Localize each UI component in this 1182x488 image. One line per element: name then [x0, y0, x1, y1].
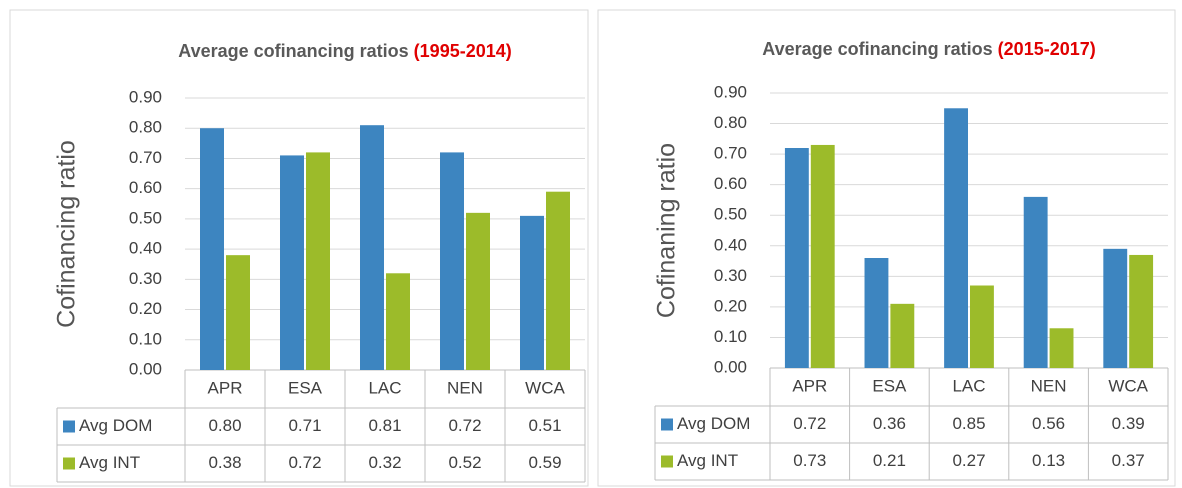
chart-title: Average cofinancing ratios (2015-2017)	[762, 39, 1096, 59]
bar	[546, 191, 570, 370]
legend-label: Avg DOM	[79, 416, 152, 435]
y-tick-label: 0.90	[129, 87, 162, 106]
table-value: 0.72	[288, 453, 321, 472]
bar	[200, 128, 224, 370]
bar	[306, 152, 330, 370]
table-value: 0.38	[208, 453, 241, 472]
legend-label: Avg INT	[677, 451, 738, 470]
bar	[520, 215, 544, 370]
bar	[280, 155, 304, 370]
bar	[1023, 196, 1048, 368]
y-tick-label: 0.10	[129, 329, 162, 348]
bar	[970, 285, 994, 368]
table-value: 0.27	[952, 451, 985, 470]
y-tick-label: 0.40	[129, 239, 162, 258]
y-tick-label: 0.40	[714, 235, 747, 254]
bar	[864, 258, 889, 368]
table-value: 0.37	[1112, 451, 1145, 470]
y-tick-label: 0.80	[714, 113, 747, 132]
x-tick-label: LAC	[952, 376, 985, 395]
title-text: Average cofinancing ratios	[762, 39, 992, 59]
y-tick-label: 0.30	[714, 266, 747, 285]
x-tick-label: WCA	[525, 378, 565, 397]
x-tick-label: ESA	[288, 378, 323, 397]
table-value: 0.52	[448, 453, 481, 472]
bar	[1049, 328, 1074, 368]
y-tick-label: 0.00	[129, 359, 162, 378]
table-value: 0.36	[873, 414, 906, 433]
chart-title: Average cofinancing ratios (1995-2014)	[178, 41, 512, 61]
legend-label: Avg INT	[79, 453, 140, 472]
y-tick-label: 0.50	[129, 208, 162, 227]
table-value: 0.71	[288, 416, 321, 435]
y-tick-label: 0.30	[129, 269, 162, 288]
y-tick-label: 0.90	[714, 82, 747, 101]
x-tick-label: APR	[792, 376, 827, 395]
bar	[944, 108, 968, 369]
bar	[1129, 254, 1154, 368]
y-axis-title: Cofinancing ratio	[53, 140, 81, 328]
table-value: 0.81	[368, 416, 401, 435]
bar	[890, 303, 915, 368]
title-text: Average cofinancing ratios	[178, 41, 408, 61]
y-tick-label: 0.20	[714, 296, 747, 315]
y-tick-label: 0.70	[129, 148, 162, 167]
bar	[440, 152, 464, 370]
y-tick-label: 0.60	[129, 178, 162, 197]
table-value: 0.72	[793, 414, 826, 433]
table-value: 0.80	[208, 416, 241, 435]
bar	[1103, 248, 1128, 368]
legend-swatch	[63, 457, 75, 470]
table-value: 0.21	[873, 451, 906, 470]
table-value: 0.59	[528, 453, 561, 472]
table-value: 0.72	[448, 416, 481, 435]
y-tick-label: 0.50	[714, 205, 747, 224]
y-tick-label: 0.80	[129, 118, 162, 137]
x-tick-label: NEN	[1031, 376, 1067, 395]
x-tick-label: WCA	[1108, 376, 1148, 395]
title-period: (2015-2017)	[998, 39, 1096, 59]
bar	[784, 148, 809, 368]
bar	[386, 273, 410, 370]
table-value: 0.39	[1112, 414, 1145, 433]
y-tick-label: 0.60	[714, 174, 747, 193]
x-tick-label: ESA	[872, 376, 907, 395]
y-axis-title: Cofinaning ratio	[653, 143, 681, 318]
legend-swatch	[661, 418, 673, 431]
table-value: 0.56	[1032, 414, 1065, 433]
chart-frame	[597, 9, 1176, 487]
bar	[226, 255, 250, 370]
y-tick-label: 0.20	[129, 299, 162, 318]
title-period: (1995-2014)	[414, 41, 512, 61]
bar	[360, 125, 384, 370]
bar	[810, 144, 835, 368]
legend-swatch	[63, 420, 75, 433]
y-tick-label: 0.00	[714, 357, 747, 376]
table-value: 0.32	[368, 453, 401, 472]
table-value: 0.73	[793, 451, 826, 470]
y-tick-label: 0.10	[714, 327, 747, 346]
table-value: 0.13	[1032, 451, 1065, 470]
table-value: 0.85	[952, 414, 985, 433]
x-tick-label: APR	[208, 378, 243, 397]
legend-label: Avg DOM	[677, 414, 750, 433]
bar	[466, 212, 490, 370]
x-tick-label: LAC	[368, 378, 401, 397]
y-tick-label: 0.70	[714, 144, 747, 163]
legend-swatch	[661, 455, 673, 468]
table-value: 0.51	[528, 416, 561, 435]
x-tick-label: NEN	[447, 378, 483, 397]
